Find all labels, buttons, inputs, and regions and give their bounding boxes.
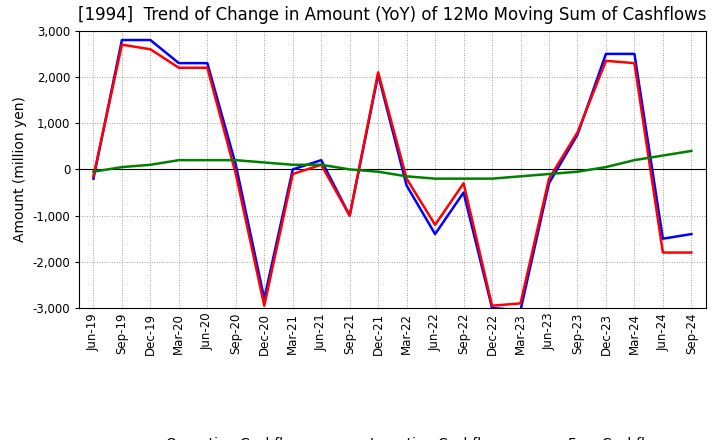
Operating Cashflow — [346, 213, 354, 218]
Free Cashflow — [573, 132, 582, 137]
Investing Cashflow — [630, 158, 639, 163]
Operating Cashflow — [573, 130, 582, 135]
Investing Cashflow — [317, 162, 325, 167]
Investing Cashflow — [516, 174, 525, 179]
Line: Operating Cashflow: Operating Cashflow — [94, 44, 691, 306]
Free Cashflow — [545, 180, 554, 186]
Investing Cashflow — [659, 153, 667, 158]
Free Cashflow — [174, 60, 183, 66]
Investing Cashflow — [402, 174, 411, 179]
Investing Cashflow — [687, 148, 696, 154]
Free Cashflow — [402, 183, 411, 188]
Free Cashflow — [459, 190, 468, 195]
Free Cashflow — [346, 213, 354, 218]
Operating Cashflow — [203, 65, 212, 70]
Investing Cashflow — [203, 158, 212, 163]
Free Cashflow — [146, 37, 155, 43]
Operating Cashflow — [260, 303, 269, 308]
Operating Cashflow — [659, 250, 667, 255]
Y-axis label: Amount (million yen): Amount (million yen) — [13, 96, 27, 242]
Investing Cashflow — [602, 165, 611, 170]
Investing Cashflow — [289, 162, 297, 167]
Free Cashflow — [431, 231, 439, 237]
Line: Free Cashflow: Free Cashflow — [94, 40, 691, 310]
Line: Investing Cashflow: Investing Cashflow — [94, 151, 691, 179]
Free Cashflow — [687, 231, 696, 237]
Operating Cashflow — [459, 180, 468, 186]
Free Cashflow — [289, 167, 297, 172]
Investing Cashflow — [346, 167, 354, 172]
Free Cashflow — [630, 51, 639, 56]
Investing Cashflow — [117, 165, 126, 170]
Investing Cashflow — [459, 176, 468, 181]
Free Cashflow — [516, 308, 525, 313]
Operating Cashflow — [117, 42, 126, 47]
Investing Cashflow — [146, 162, 155, 167]
Investing Cashflow — [431, 176, 439, 181]
Operating Cashflow — [516, 301, 525, 306]
Operating Cashflow — [289, 171, 297, 176]
Free Cashflow — [260, 296, 269, 301]
Free Cashflow — [374, 72, 382, 77]
Operating Cashflow — [630, 60, 639, 66]
Operating Cashflow — [431, 222, 439, 227]
Free Cashflow — [117, 37, 126, 43]
Operating Cashflow — [174, 65, 183, 70]
Free Cashflow — [317, 158, 325, 163]
Operating Cashflow — [687, 250, 696, 255]
Investing Cashflow — [573, 169, 582, 174]
Operating Cashflow — [89, 174, 98, 179]
Operating Cashflow — [374, 70, 382, 75]
Operating Cashflow — [232, 171, 240, 176]
Operating Cashflow — [545, 176, 554, 181]
Operating Cashflow — [146, 47, 155, 52]
Free Cashflow — [602, 51, 611, 56]
Free Cashflow — [487, 305, 496, 311]
Operating Cashflow — [487, 303, 496, 308]
Free Cashflow — [203, 60, 212, 66]
Investing Cashflow — [487, 176, 496, 181]
Operating Cashflow — [602, 58, 611, 63]
Operating Cashflow — [317, 162, 325, 167]
Operating Cashflow — [402, 176, 411, 181]
Free Cashflow — [232, 162, 240, 167]
Free Cashflow — [89, 176, 98, 181]
Investing Cashflow — [374, 169, 382, 174]
Investing Cashflow — [174, 158, 183, 163]
Legend: Operating Cashflow, Investing Cashflow, Free Cashflow: Operating Cashflow, Investing Cashflow, … — [114, 431, 670, 440]
Investing Cashflow — [545, 171, 554, 176]
Title: [1994]  Trend of Change in Amount (YoY) of 12Mo Moving Sum of Cashflows: [1994] Trend of Change in Amount (YoY) o… — [78, 6, 706, 24]
Investing Cashflow — [89, 169, 98, 174]
Free Cashflow — [659, 236, 667, 241]
Investing Cashflow — [260, 160, 269, 165]
Investing Cashflow — [232, 158, 240, 163]
